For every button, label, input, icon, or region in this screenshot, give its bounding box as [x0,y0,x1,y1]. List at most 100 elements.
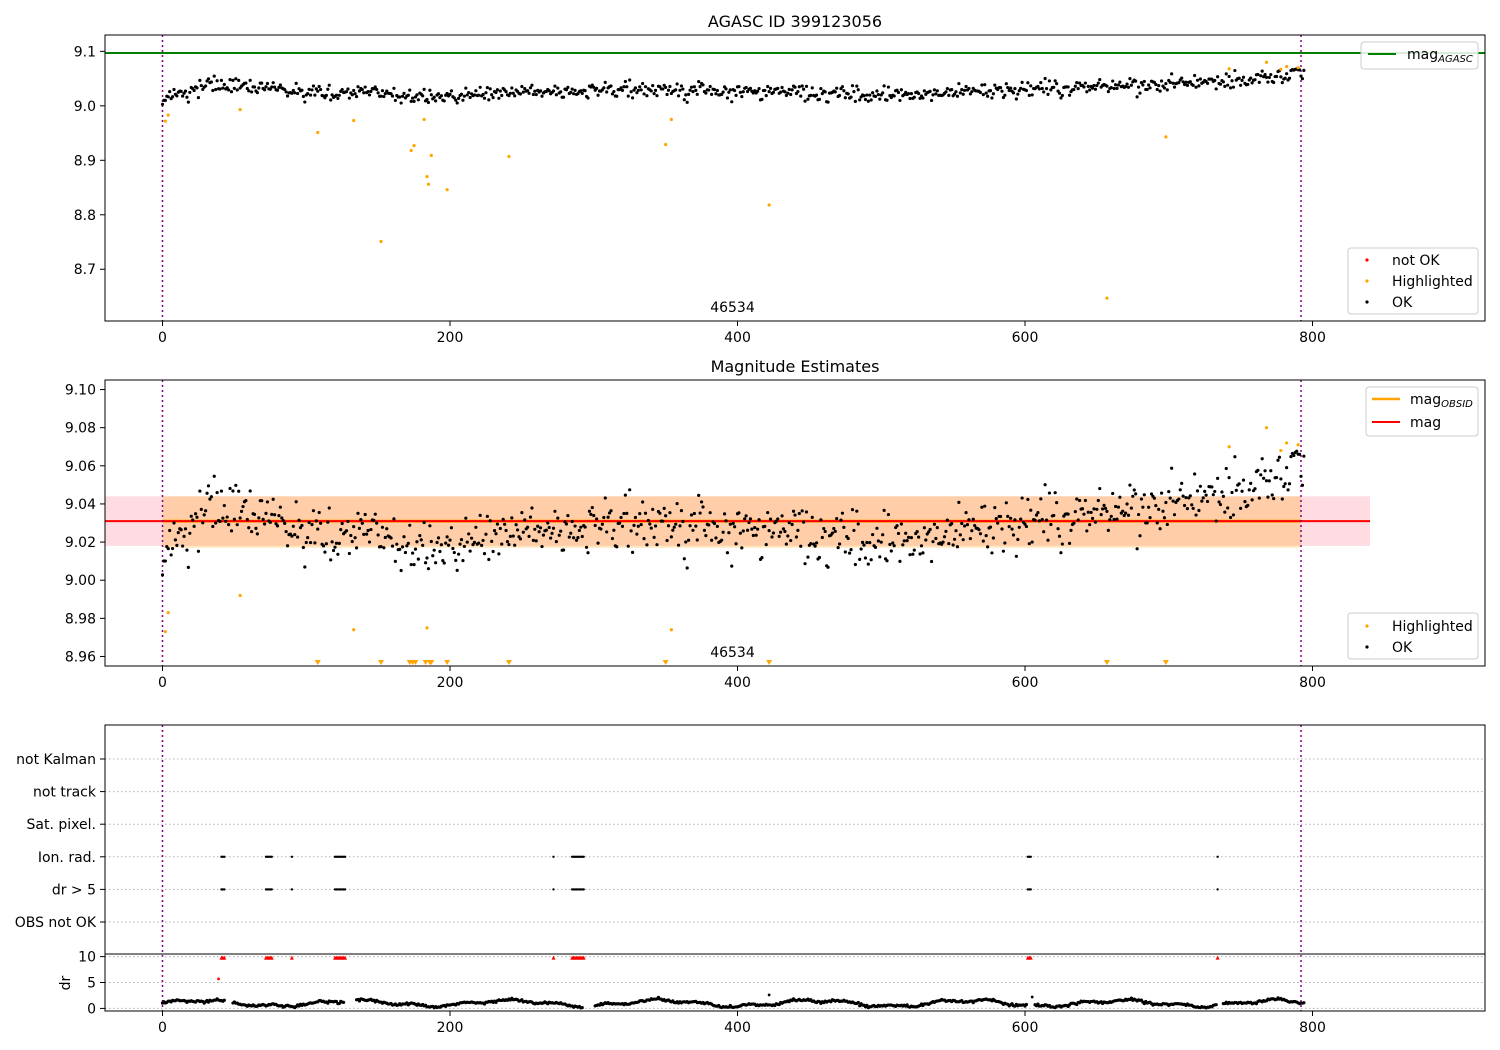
ok-point [319,87,323,92]
ok-point [186,100,190,104]
ok-point [873,545,878,549]
ok-point [1147,505,1151,509]
ok-point [554,93,558,97]
y-tick-label: 9.0 [74,99,96,115]
ok-point [478,85,482,89]
ok-point [485,514,489,518]
ok-point [474,89,478,93]
x-tick-label: 200 [437,675,464,691]
ok-point [836,545,840,550]
ok-point [652,91,656,96]
ok-point [166,95,170,99]
ok-point [661,519,665,523]
ok-point [750,527,754,531]
ok-point [472,93,477,97]
ok-point [760,555,764,560]
ok-point [1283,482,1287,486]
ok-point [1132,488,1136,492]
ok-point [550,531,554,535]
ok-point [392,517,396,521]
highlighted-point [507,154,511,159]
ok-point [380,89,385,93]
ok-point [451,546,455,551]
ok-point [423,561,428,565]
ok-point [848,551,852,555]
ok-point [285,94,290,98]
ok-point [1141,505,1145,509]
ok-point [628,488,632,492]
ok-point [198,78,202,82]
ok-point [1230,79,1234,83]
ok-point [472,540,477,544]
ok-point [212,74,216,78]
ok-point [878,97,882,101]
ok-point [1256,72,1260,77]
ok-point [527,534,531,538]
ok-point [323,550,327,554]
ok-point [653,88,658,92]
ok-point [1262,476,1266,480]
ok-point [695,92,699,96]
ok-point [756,89,760,93]
ok-point [1010,527,1014,531]
x-tick-label: 200 [437,330,464,346]
ok-point [536,524,540,528]
ok-point [875,89,879,93]
ok-point [188,90,192,95]
ok-point [501,517,505,521]
ok-point [428,524,432,528]
ok-point [909,92,914,96]
flag-row-label: not track [33,785,97,801]
ok-point [738,531,742,535]
ok-point [802,87,806,91]
ok-point [768,86,773,90]
ok-point [1282,484,1286,489]
ok-point [457,552,461,556]
ok-point [748,517,753,521]
ok-point [419,538,423,542]
ok-point [712,88,717,92]
ok-point [780,514,784,518]
flag-point [1216,855,1219,858]
ok-point [580,534,584,539]
ok-point [188,531,192,535]
ok-point [1113,83,1118,87]
ok-point [248,78,252,82]
ok-point [170,546,175,551]
ok-point [383,92,387,96]
ok-point [688,524,692,528]
ok-point [984,534,988,538]
flag-row-label: dr > 5 [52,882,96,898]
ok-point [1128,77,1132,81]
ok-point [797,511,801,516]
ok-point [531,538,535,543]
ok-point [172,87,176,92]
ok-point [491,549,495,554]
ok-point [1177,497,1181,501]
ok-point [455,101,459,105]
ok-point [1034,513,1039,517]
ok-point [945,518,949,522]
ok-point [720,92,724,96]
ok-point [208,497,212,501]
ok-point [1049,522,1053,527]
ok-point [763,88,767,93]
ok-point [327,83,331,87]
ok-point [491,96,495,100]
ok-point [921,551,925,555]
ok-point [757,518,761,522]
ok-point [1203,489,1207,493]
ok-point [928,527,932,532]
ok-point [1096,81,1100,85]
ok-point [891,541,895,545]
ok-point [1060,542,1064,546]
ok-point [1285,72,1289,76]
ok-point [839,518,843,522]
ok-point [366,90,370,94]
ok-point [1283,76,1287,80]
panel1-frame [104,34,1486,322]
ok-point [606,515,610,519]
clipped-point-marker [428,660,435,665]
legend-ok-marker [1365,300,1369,304]
